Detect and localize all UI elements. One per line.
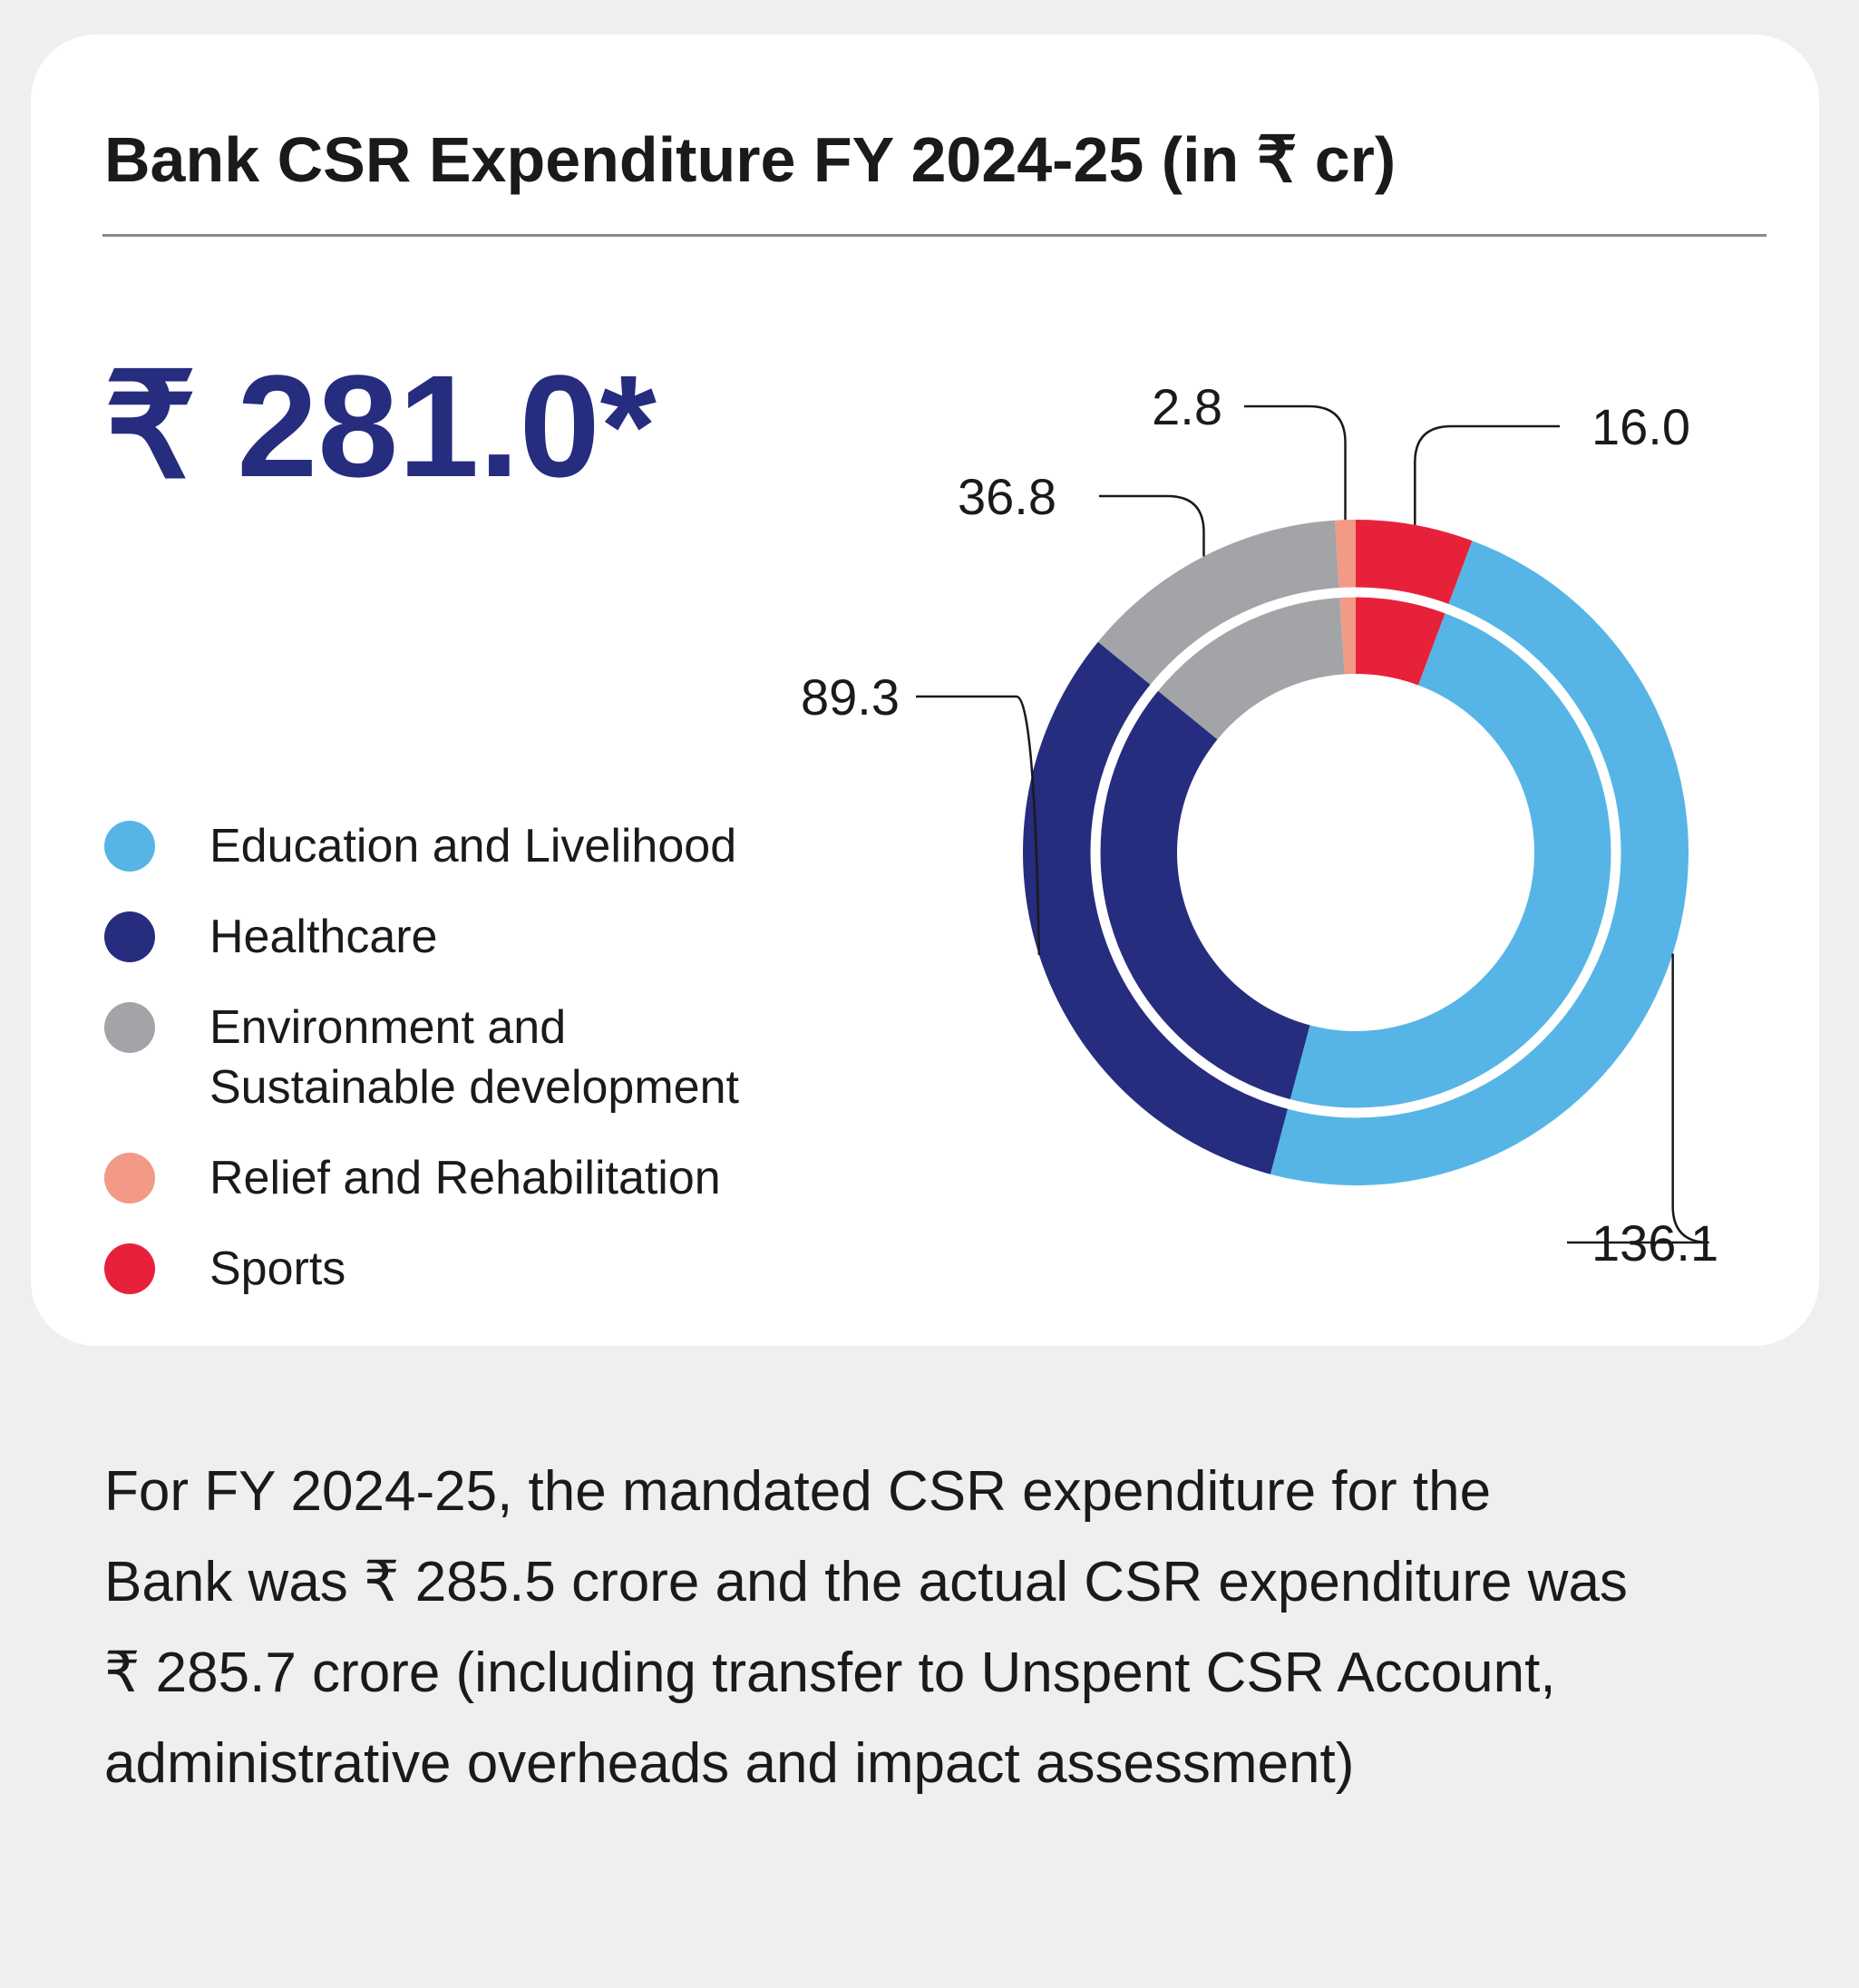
data-label: 36.8: [958, 468, 1056, 525]
legend-swatch: [104, 911, 155, 962]
donut-slice-outer: [1022, 641, 1290, 1174]
donut-slice-inner: [1356, 593, 1447, 686]
donut-slice-inner: [1154, 593, 1345, 740]
legend-label: Sports: [209, 1242, 346, 1295]
footnote-line: For FY 2024-25, the mandated CSR expendi…: [104, 1460, 1492, 1523]
donut-slice-outer: [1270, 541, 1689, 1186]
data-label: 2.8: [1152, 378, 1222, 435]
donut-slice-inner: [1096, 687, 1310, 1104]
donut-slice-inner: [1289, 609, 1615, 1112]
legend-label: Environment and: [209, 1001, 567, 1054]
footnote-text: For FY 2024-25, the mandated CSR expendi…: [104, 1447, 1800, 1809]
leader-line: [1567, 953, 1709, 1244]
legend-label: Sustainable development: [209, 1061, 739, 1114]
leader-line: [1099, 494, 1205, 557]
chart-title: Bank CSR Expenditure FY 2024-25 (in ₹ cr…: [104, 124, 1397, 195]
footnote-line: ₹ 285.7 crore (including transfer to Uns…: [104, 1642, 1556, 1704]
data-label: 136.1: [1591, 1214, 1718, 1272]
leader-line: [1244, 404, 1347, 521]
data-label: 16.0: [1591, 398, 1690, 455]
footnote-line: administrative overheads and impact asse…: [104, 1732, 1355, 1795]
leader-line: [916, 695, 1041, 956]
legend-swatch: [104, 1243, 155, 1294]
footnote-line: Bank was ₹ 285.5 crore and the actual CS…: [104, 1551, 1628, 1613]
title-divider: [102, 234, 1767, 237]
legend-label: Healthcare: [209, 911, 438, 963]
data-label: 89.3: [801, 668, 900, 726]
donut-slice-outer: [1356, 520, 1473, 609]
legend-label: Relief and Rehabilitation: [209, 1152, 721, 1204]
legend-swatch: [104, 821, 155, 872]
total-value: ₹ 281.0*: [104, 345, 657, 507]
legend-label: Education and Livelihood: [209, 820, 737, 872]
donut-slice-inner: [1339, 593, 1356, 675]
ring-separator: [1090, 587, 1621, 1118]
legend-swatch: [104, 1153, 155, 1204]
donut-slice-outer: [1335, 520, 1356, 592]
legend-swatch: [104, 1002, 155, 1053]
leader-line: [1414, 424, 1560, 525]
donut-slice-outer: [1097, 520, 1339, 687]
